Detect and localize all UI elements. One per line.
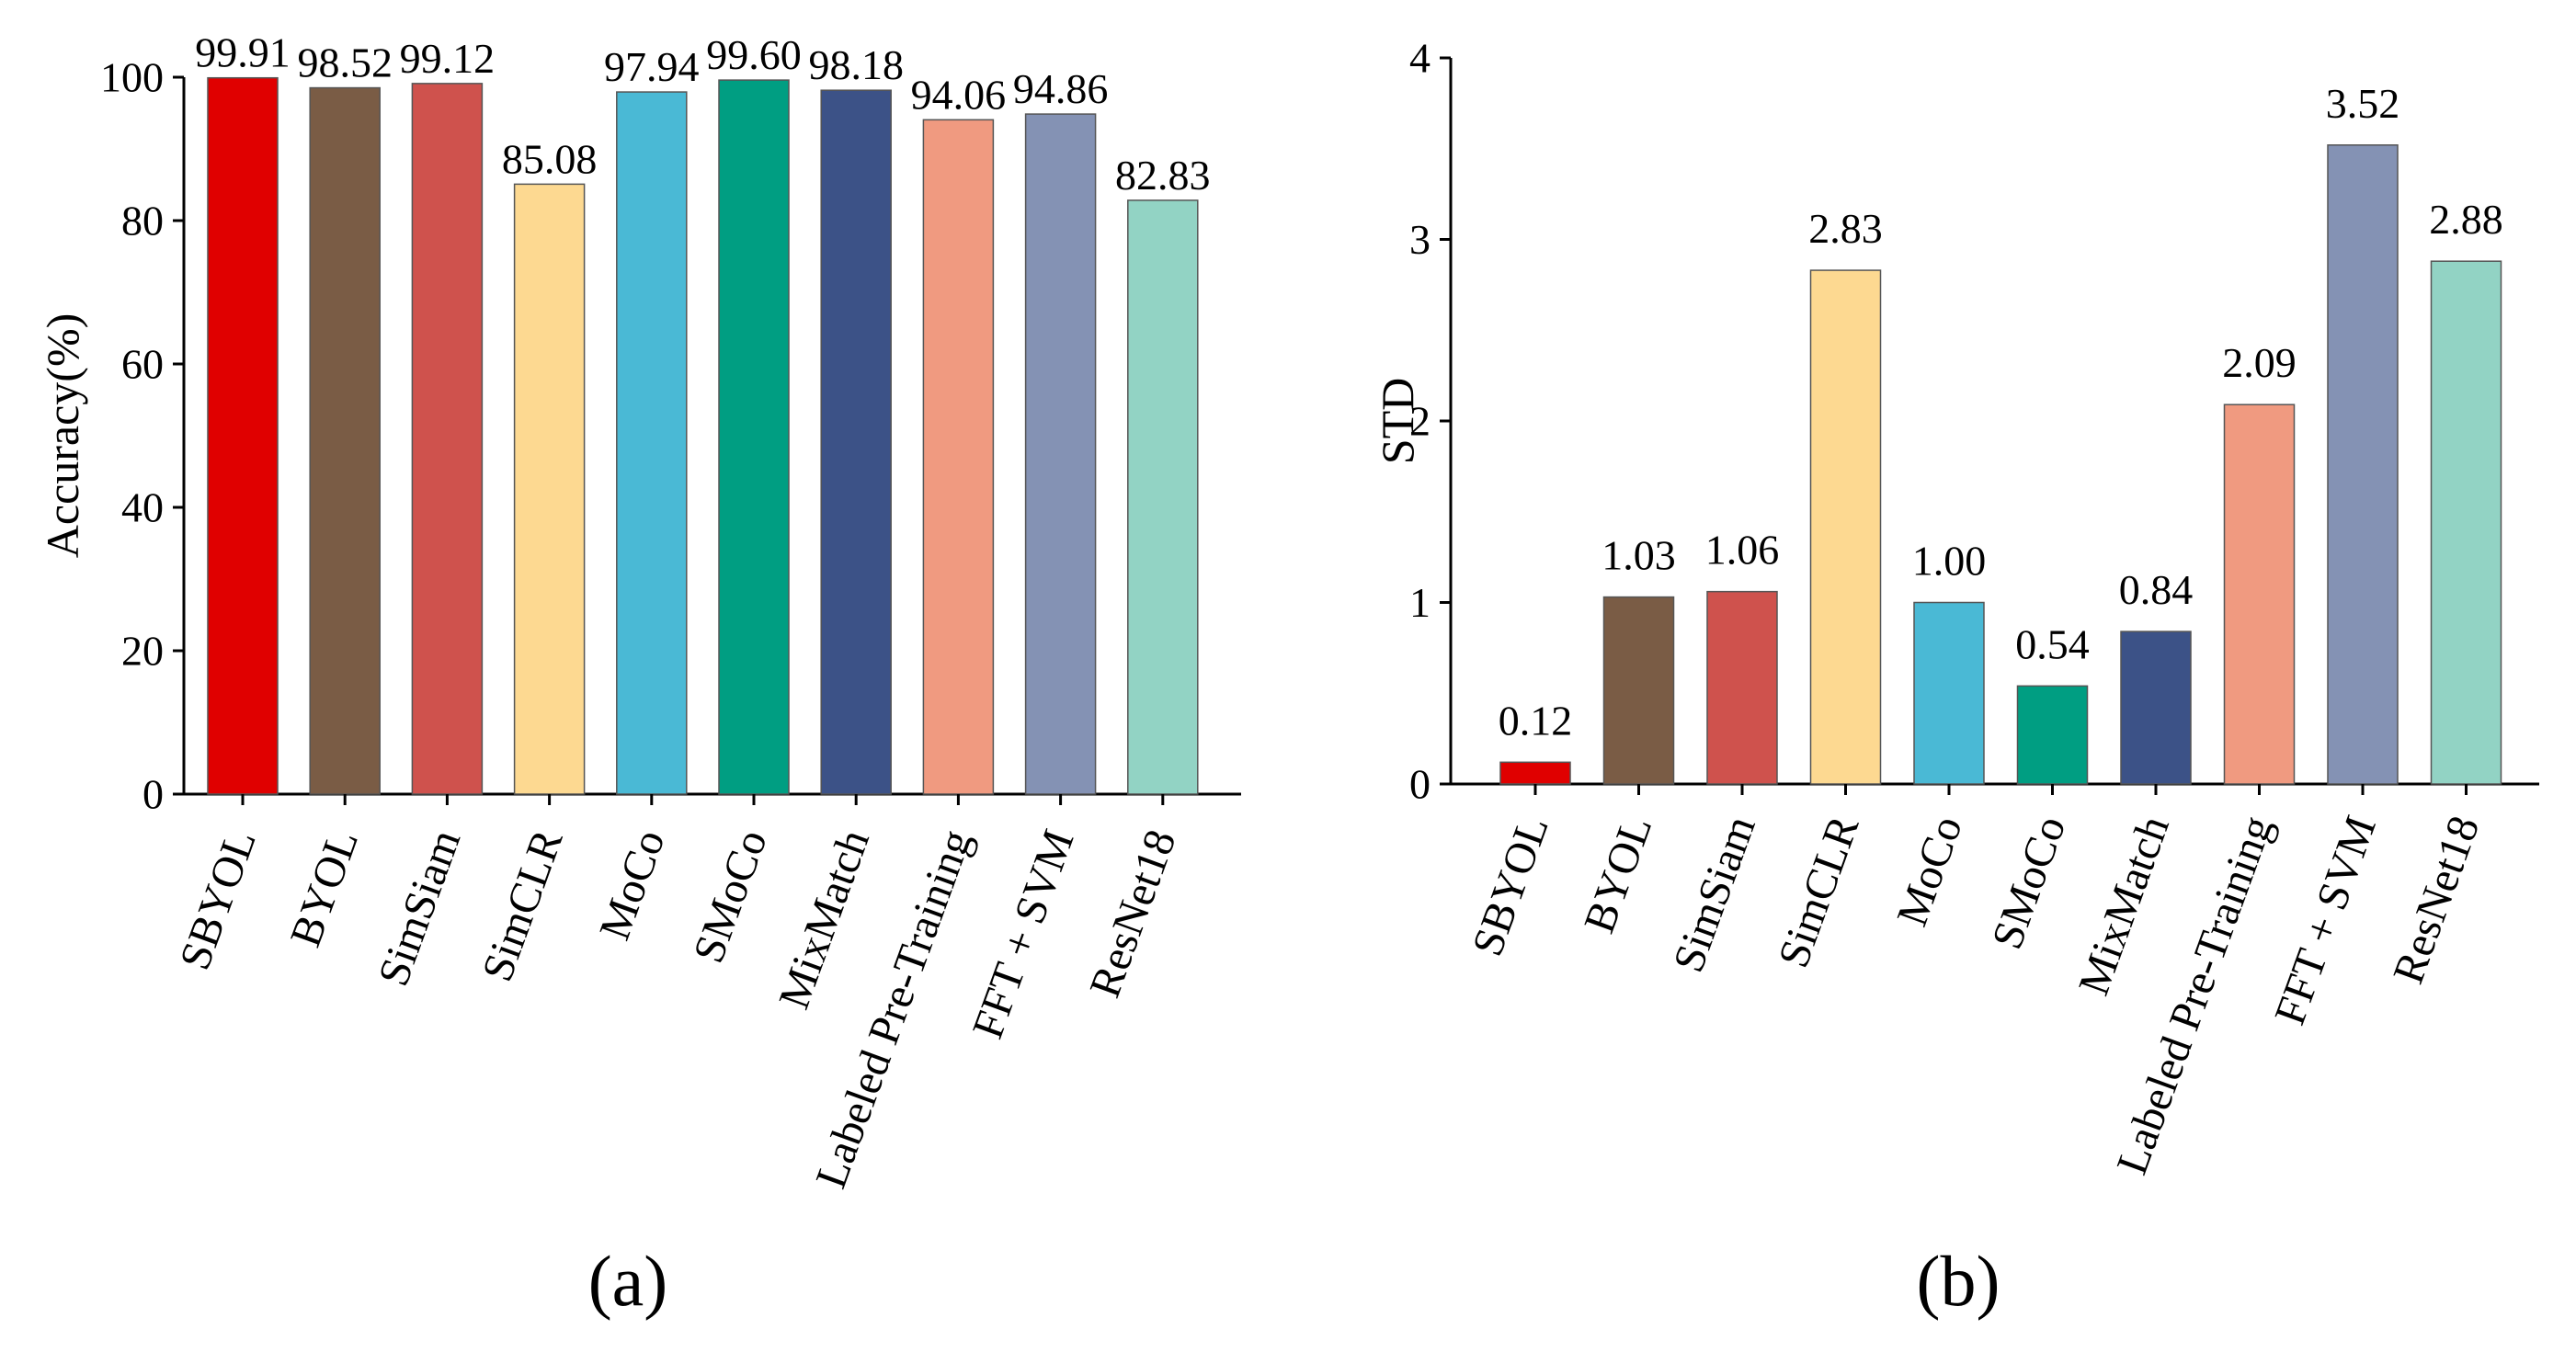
y-tick-label: 20: [121, 628, 164, 675]
data-label: 98.52: [297, 40, 393, 86]
y-tick-label: 0: [142, 771, 164, 818]
panel-label: (a): [588, 1241, 668, 1321]
y-tick-label: 80: [121, 198, 164, 244]
category-label: SMoCo: [1983, 810, 2076, 956]
category-label: MixMatch: [769, 824, 879, 1016]
bar: [718, 79, 790, 795]
category-label: ResNet18: [1080, 824, 1186, 1004]
y-tick-label: 40: [121, 484, 164, 531]
bar: [2430, 260, 2502, 785]
bar: [1602, 596, 1675, 785]
category-label: SMoCo: [684, 824, 777, 970]
y-tick-label: 100: [100, 54, 164, 101]
panel-label: (b): [1917, 1241, 2000, 1321]
category-label: SimSiam: [1664, 810, 1765, 979]
data-label: 85.08: [502, 135, 598, 182]
bar: [1127, 199, 1199, 795]
category-label: MixMatch: [2069, 810, 2179, 1002]
data-label: 94.06: [911, 71, 1007, 118]
bar: [1913, 601, 1985, 785]
data-label: 0.84: [2119, 566, 2194, 613]
bar: [820, 89, 892, 795]
y-tick-label: 3: [1409, 216, 1430, 263]
data-label: 99.60: [706, 31, 802, 78]
data-label: 3.52: [2326, 80, 2400, 127]
data-label: 0.12: [1499, 697, 1573, 744]
bar: [616, 91, 688, 795]
category-label: FFT + SVM: [963, 824, 1084, 1045]
data-label: 1.00: [1912, 538, 1987, 585]
y-axis-title: Accuracy(%): [37, 313, 88, 558]
bar: [207, 76, 279, 795]
bar: [2120, 631, 2192, 785]
bar: [2223, 403, 2296, 785]
category-label: SimSiam: [369, 824, 470, 993]
data-label: 2.88: [2429, 196, 2503, 243]
y-tick-label: 4: [1409, 35, 1430, 82]
bar: [1706, 590, 1778, 785]
bar: [411, 83, 484, 795]
bar: [922, 119, 995, 795]
bar: [1809, 269, 1882, 785]
chart-std: 0 1 2 3 4 STD 0.12 SBYOL 1.03 BYOL 1.06 SimSiam 2.83…: [1372, 35, 2539, 1321]
data-label: 2.83: [1808, 205, 1883, 252]
data-label: 1.03: [1601, 532, 1676, 579]
bar: [309, 86, 381, 795]
data-label: 97.94: [604, 43, 700, 90]
category-label: SBYOL: [170, 824, 266, 976]
data-label: 99.91: [195, 29, 291, 76]
category-label: ResNet18: [2384, 810, 2490, 990]
category-label: SimCLR: [1769, 810, 1868, 974]
category-label: MoCo: [590, 824, 675, 946]
y-tick-label: 0: [1409, 761, 1430, 808]
bar: [1024, 113, 1097, 795]
data-label: 2.09: [2222, 339, 2297, 386]
y-tick-label: 1: [1409, 579, 1430, 626]
y-tick-label: 2: [1409, 398, 1430, 445]
data-label: 0.54: [2015, 620, 2090, 667]
data-label: 1.06: [1705, 527, 1780, 574]
chart-accuracy: 0 20 40 60 80 100 Accuracy(%) 99.91 SBYOL 98.52 BY…: [37, 29, 1241, 1321]
category-label: SimCLR: [473, 824, 572, 988]
bar: [2327, 144, 2399, 785]
data-label: 99.12: [400, 35, 496, 82]
data-label: 94.86: [1013, 65, 1109, 112]
data-label: 82.83: [1115, 152, 1211, 199]
category-label: BYOL: [1575, 810, 1661, 939]
bar: [1499, 761, 1571, 785]
category-label: FFT + SVM: [2265, 810, 2386, 1031]
y-axis-title: STD: [1372, 378, 1423, 464]
category-label: SBYOL: [1463, 810, 1558, 962]
category-label: MoCo: [1887, 810, 1972, 932]
bar: [2016, 685, 2089, 785]
data-label: 98.18: [808, 41, 904, 88]
y-tick-label: 60: [121, 341, 164, 388]
bar: [513, 183, 586, 795]
category-label: BYOL: [281, 824, 368, 953]
